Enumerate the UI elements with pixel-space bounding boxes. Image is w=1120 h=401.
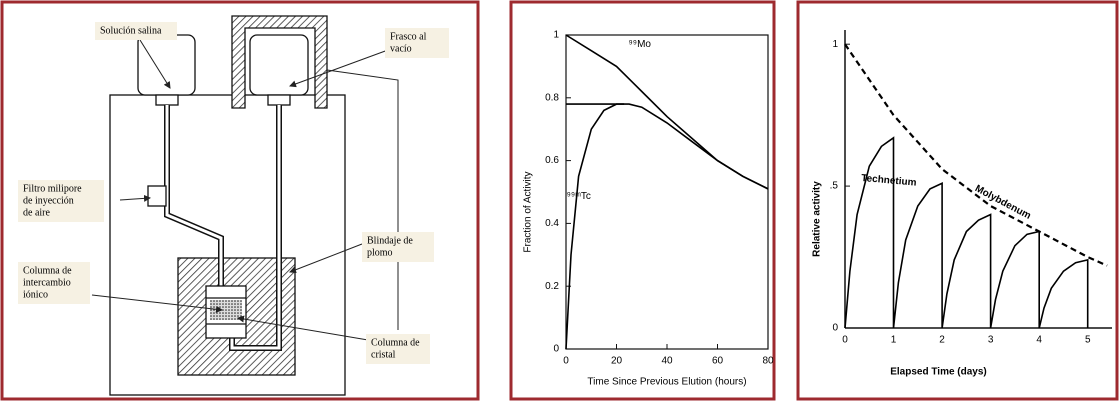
diagram-label: Frasco al (390, 31, 427, 42)
x-tick-label: 4 (1036, 335, 1042, 346)
x-tick-label: 2 (939, 335, 945, 346)
y-tick-label: 1 (832, 39, 838, 50)
diagram-label: Columna de (23, 265, 72, 276)
x-tick-label: 1 (891, 335, 897, 346)
diagram-label: intercambio (23, 277, 71, 288)
y-tick-label: 0.2 (545, 281, 559, 292)
y-tick-label: 0 (553, 344, 559, 355)
x-tick-label: 5 (1085, 335, 1091, 346)
diagram-label: de aire (23, 207, 50, 218)
diagram-label: iónico (23, 289, 48, 300)
series-label: ⁹⁹ᵐTc (567, 191, 591, 202)
x-tick-label: 40 (661, 356, 673, 367)
x-tick-label: 80 (762, 356, 774, 367)
y-tick-label: 0.6 (545, 155, 559, 166)
x-tick-label: 0 (842, 335, 848, 346)
x-tick-label: 0 (563, 356, 569, 367)
y-axis-title: Fraction of Activity (523, 171, 534, 252)
diagram-label: plomo (367, 247, 393, 258)
y-axis-title: Relative activity (812, 181, 823, 257)
y-tick-label: .5 (830, 181, 839, 192)
x-tick-label: 60 (712, 356, 724, 367)
figure: Solución salina Frasco alvacío Filtro mili… (0, 0, 1120, 401)
diagram-label: Filtro milipore (23, 183, 82, 194)
y-tick-label: 0.8 (545, 92, 559, 103)
y-tick-label: 1 (553, 30, 559, 41)
series-label: ⁹⁹Mo (629, 39, 652, 50)
x-tick-label: 3 (988, 335, 994, 346)
diagram-label: Solución salina (100, 25, 162, 36)
diagram-label: Blindaje de (367, 235, 413, 246)
page: { "diagram": { "labels": [ {"lines": ["S… (0, 0, 1120, 401)
diagram-label: cristal (371, 349, 396, 360)
panel-frame (511, 2, 774, 399)
x-tick-label: 20 (611, 356, 623, 367)
x-axis-title: Elapsed Time (days) (890, 367, 987, 378)
diagram-label: de inyección (23, 195, 74, 206)
diagram-label: Columna de (371, 337, 420, 348)
diagram-label: vacío (390, 43, 412, 54)
x-axis-title: Time Since Previous Elution (hours) (587, 377, 746, 388)
y-tick-label: 0 (832, 323, 838, 334)
y-tick-label: 0.4 (545, 218, 559, 229)
